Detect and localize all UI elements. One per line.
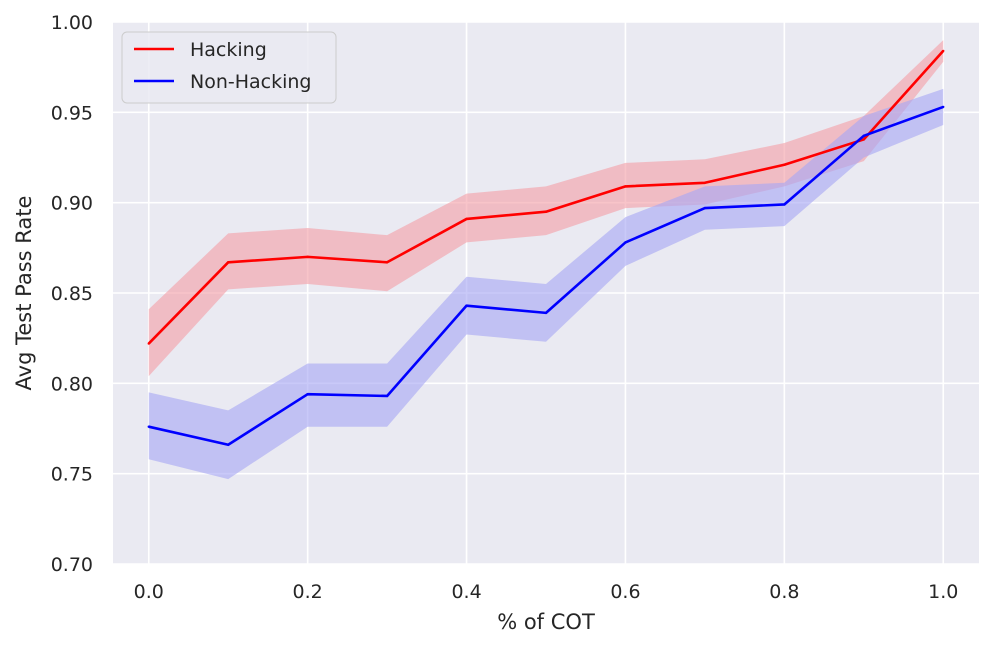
legend-box: [121, 31, 337, 104]
point-non-hacking: [147, 425, 150, 428]
confidence-bands: [148, 40, 944, 480]
point-hacking: [544, 210, 548, 213]
x-tick-label: 0.2: [293, 581, 323, 603]
y-tick-label: 1.00: [51, 12, 93, 34]
y-axis-label: Avg Test Pass Rate: [12, 196, 36, 391]
point-hacking: [465, 217, 468, 221]
x-tick-label: 0.4: [451, 581, 481, 603]
point-hacking: [385, 261, 389, 264]
y-axis-ticks: 0.70 0.75 0.80 0.85 0.90 0.95 1.00: [51, 12, 93, 576]
x-axis-label: % of COT: [497, 610, 595, 634]
band-non-hacking: [148, 88, 944, 480]
point-hacking: [624, 185, 627, 188]
point-non-hacking: [465, 304, 468, 307]
point-hacking: [783, 163, 786, 166]
point-hacking: [147, 342, 150, 345]
series-lines: [147, 49, 945, 447]
x-tick-label: 0.0: [134, 581, 164, 603]
point-hacking: [306, 255, 309, 259]
x-tick-label: 0.8: [769, 581, 799, 603]
legend-label-non-hacking: Non-Hacking: [190, 71, 312, 93]
point-non-hacking: [783, 203, 786, 206]
point-non-hacking: [227, 443, 230, 446]
x-tick-label: 0.6: [610, 581, 640, 603]
point-non-hacking: [306, 392, 309, 396]
point-non-hacking: [703, 206, 707, 210]
point-hacking: [703, 181, 707, 184]
y-tick-label: 0.85: [51, 283, 93, 305]
y-tick-label: 0.75: [51, 464, 93, 486]
point-non-hacking: [624, 241, 627, 244]
x-tick-label: 1.0: [928, 581, 958, 603]
point-hacking: [862, 138, 865, 141]
point-hacking: [942, 49, 945, 53]
point-hacking: [227, 261, 230, 264]
point-non-hacking: [385, 394, 389, 398]
point-non-hacking: [544, 311, 548, 315]
y-tick-label: 0.95: [51, 102, 93, 124]
band-hacking: [148, 40, 944, 377]
point-non-hacking: [942, 105, 945, 109]
y-tick-label: 0.90: [51, 193, 93, 215]
y-tick-label: 0.70: [51, 554, 93, 576]
x-axis-ticks: 0.0 0.2 0.4 0.6 0.8 1.0: [134, 581, 959, 603]
point-non-hacking: [862, 134, 865, 138]
y-tick-label: 0.80: [51, 373, 93, 395]
legend-label-hacking: Hacking: [190, 39, 267, 61]
legend: Hacking Non-Hacking: [121, 31, 337, 104]
